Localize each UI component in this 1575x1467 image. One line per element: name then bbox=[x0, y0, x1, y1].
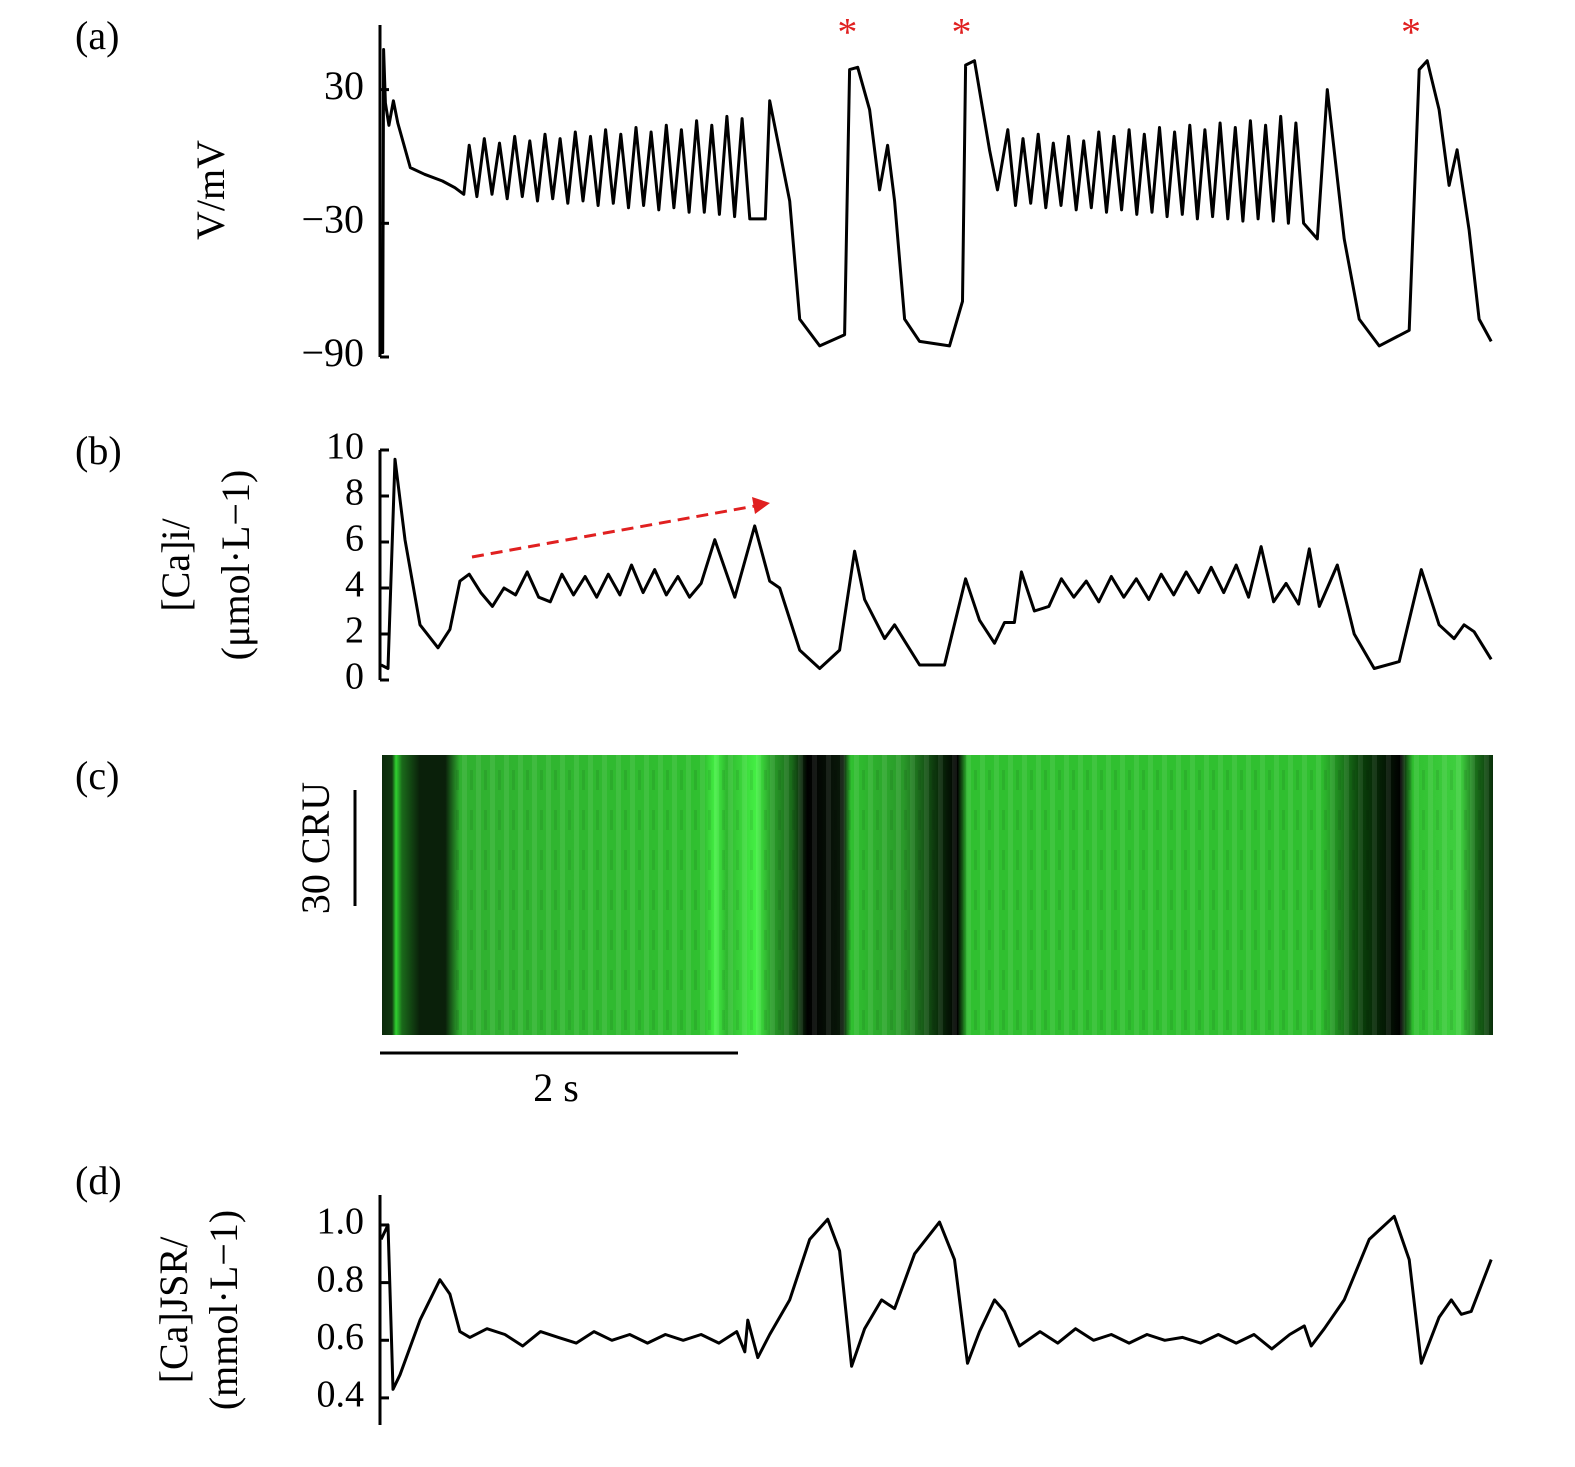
linescan-texture bbox=[455, 755, 1493, 1035]
y-tick-label: −90 bbox=[301, 330, 364, 375]
panel-label: (c) bbox=[75, 753, 119, 798]
arrow-head bbox=[752, 497, 770, 514]
panel-c: 30 CRU 2 s bbox=[293, 755, 1493, 1110]
y-tick-label: −30 bbox=[301, 196, 364, 241]
y-axis-label: (mmol·L−1) bbox=[201, 1210, 246, 1410]
panel-label: (a) bbox=[75, 13, 119, 58]
y-axis-label: V/mV bbox=[188, 140, 233, 240]
y-tick-label: 0.8 bbox=[317, 1258, 365, 1300]
y-tick-label: 2 bbox=[345, 610, 364, 652]
y-tick-label: 0.4 bbox=[317, 1374, 365, 1416]
trend-arrow bbox=[471, 497, 770, 559]
panel-label: (b) bbox=[75, 428, 122, 473]
y-tick-label: 30 bbox=[324, 63, 364, 108]
trace bbox=[380, 457, 1493, 670]
y-tick-label: 0 bbox=[345, 656, 364, 698]
trace bbox=[379, 1214, 1493, 1391]
scalebar-y-label: 30 CRU bbox=[293, 782, 338, 914]
y-tick-label: 8 bbox=[345, 472, 364, 514]
y-tick-label: 6 bbox=[345, 518, 364, 560]
annotation: * bbox=[1401, 9, 1421, 54]
y-tick-label: 0.6 bbox=[317, 1316, 365, 1358]
arrow-shaft bbox=[471, 504, 756, 559]
trace bbox=[380, 48, 1493, 354]
y-tick-label: 4 bbox=[345, 564, 364, 606]
annotation: * bbox=[951, 9, 971, 54]
y-tick-label: 10 bbox=[326, 426, 364, 468]
y-axis-label: [Ca]i/ bbox=[153, 517, 198, 611]
y-axis-label: [Ca]JSR/ bbox=[151, 1236, 196, 1384]
scalebar-x-label: 2 s bbox=[533, 1065, 579, 1110]
y-tick-label: 1.0 bbox=[317, 1201, 365, 1243]
panel-label: (d) bbox=[75, 1158, 122, 1203]
y-axis-label: (μmol·L−1) bbox=[213, 470, 258, 661]
annotation: * bbox=[837, 9, 857, 54]
